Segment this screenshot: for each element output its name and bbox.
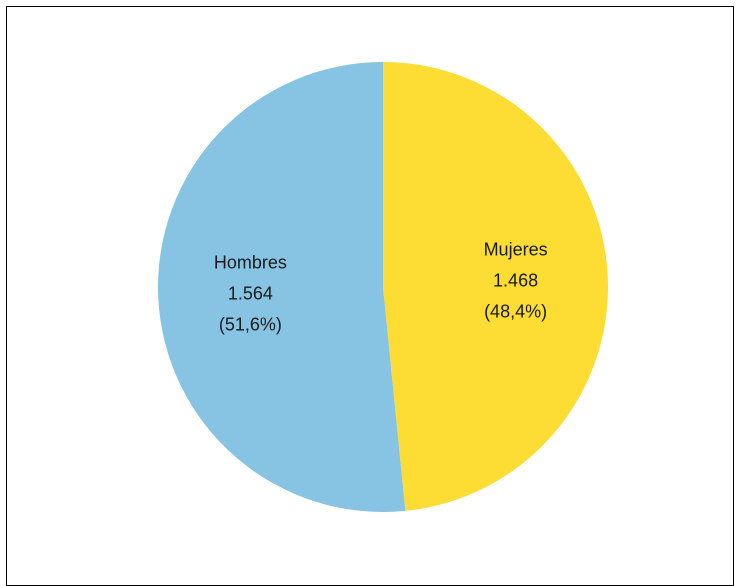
pie-slices bbox=[157, 62, 608, 513]
pie-chart: Mujeres 1.468 (48,4%) Hombres 1.564 (51,6%) bbox=[157, 62, 608, 513]
slice-label-hombres-percent: (51,6%) bbox=[219, 315, 282, 335]
slice-label-hombres-name: Hombres bbox=[214, 253, 287, 273]
slice-label-mujeres-percent: (48,4%) bbox=[484, 301, 547, 321]
slice-label-mujeres-name: Mujeres bbox=[484, 239, 548, 259]
pie-slice-hombres bbox=[157, 62, 406, 513]
pie-labels: Mujeres 1.468 (48,4%) Hombres 1.564 (51,6%) bbox=[214, 239, 548, 334]
slice-label-hombres-value: 1.564 bbox=[228, 284, 273, 304]
slice-label-mujeres-value: 1.468 bbox=[493, 270, 538, 290]
pie-slice-mujeres bbox=[383, 62, 608, 511]
